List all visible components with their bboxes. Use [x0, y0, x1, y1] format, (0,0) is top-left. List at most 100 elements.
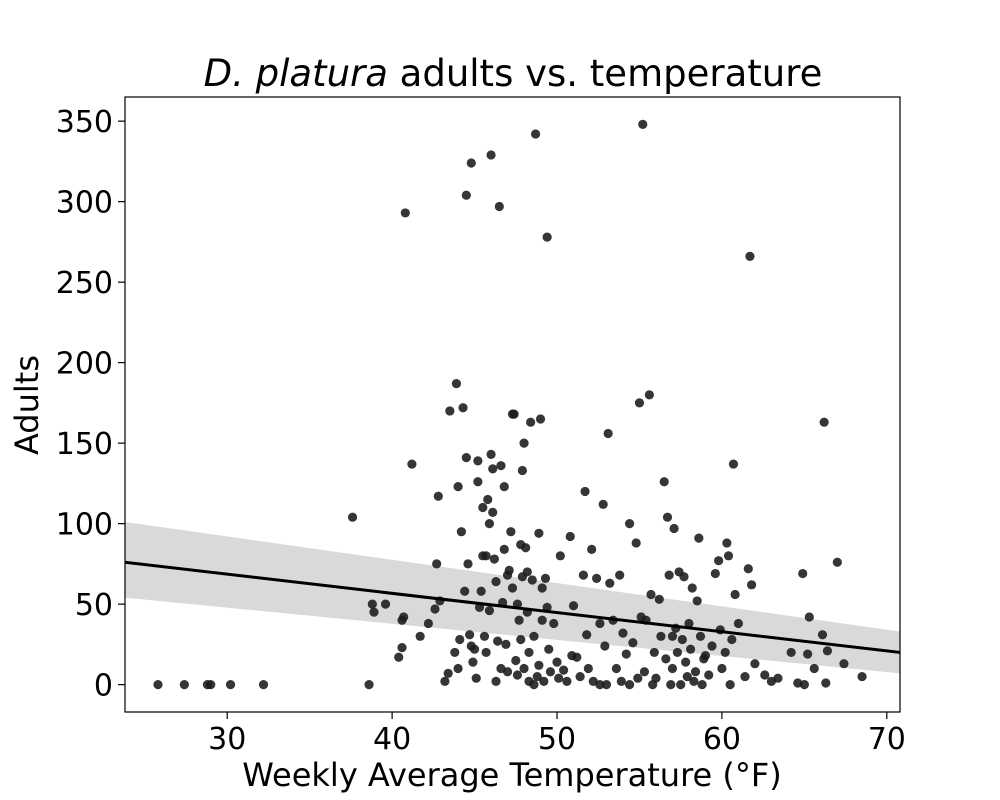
- data-point: [153, 680, 163, 690]
- data-point: [786, 647, 796, 658]
- data-point: [499, 544, 509, 554]
- data-point: [603, 428, 613, 439]
- data-point: [511, 655, 521, 666]
- data-point: [728, 459, 739, 469]
- data-point: [605, 578, 615, 588]
- data-point: [667, 663, 678, 674]
- data-point: [400, 208, 410, 218]
- y-tick-label: 250: [56, 266, 113, 301]
- data-point: [624, 519, 635, 529]
- data-point: [529, 680, 539, 690]
- data-point: [600, 641, 610, 651]
- data-point: [684, 618, 694, 629]
- data-point: [727, 634, 737, 645]
- data-point: [494, 201, 504, 212]
- data-point: [524, 647, 534, 658]
- data-point: [723, 551, 734, 561]
- data-point: [519, 438, 529, 448]
- data-point: [517, 465, 527, 476]
- data-point: [549, 618, 559, 629]
- data-point: [638, 119, 648, 129]
- x-tick-label: 50: [538, 722, 576, 757]
- data-point: [445, 406, 455, 416]
- data-point: [364, 680, 374, 690]
- data-point: [433, 491, 443, 501]
- data-point: [206, 680, 216, 690]
- data-point: [367, 599, 377, 609]
- plot-frame: [124, 96, 901, 713]
- data-point: [539, 676, 549, 687]
- data-point: [595, 618, 605, 629]
- data-point: [534, 660, 544, 670]
- data-point: [458, 403, 468, 413]
- data-point: [514, 615, 524, 625]
- y-tick-label: 350: [56, 105, 113, 140]
- data-point: [430, 604, 440, 614]
- data-point: [809, 663, 819, 674]
- data-point: [743, 564, 753, 574]
- data-point: [568, 601, 579, 611]
- data-point: [460, 586, 470, 596]
- data-point: [689, 676, 699, 687]
- data-point: [700, 651, 711, 661]
- chart-title-italic: D. platura: [204, 52, 388, 95]
- data-point: [479, 631, 490, 641]
- data-point: [516, 634, 526, 645]
- data-point: [730, 589, 740, 600]
- data-point: [481, 551, 491, 561]
- data-point: [644, 390, 654, 400]
- data-point: [453, 663, 463, 674]
- data-point: [507, 583, 518, 593]
- data-point: [555, 551, 565, 561]
- data-point: [519, 663, 529, 674]
- y-tick-label: 200: [56, 347, 113, 382]
- data-point: [717, 663, 727, 674]
- data-point: [633, 673, 643, 683]
- data-point: [587, 544, 597, 554]
- data-point: [530, 129, 541, 139]
- data-point: [661, 654, 671, 664]
- data-point: [697, 680, 707, 690]
- data-point: [631, 538, 641, 548]
- data-point: [682, 671, 692, 682]
- data-point: [565, 531, 575, 542]
- data-point: [440, 676, 450, 687]
- data-point: [451, 378, 462, 389]
- data-point: [634, 398, 645, 408]
- y-axis-label: Adults: [8, 355, 46, 455]
- regression-line-layer: [124, 560, 901, 654]
- y-tick-label: 0: [94, 669, 113, 704]
- data-point: [489, 554, 499, 564]
- data-point: [687, 583, 697, 593]
- data-point: [456, 527, 466, 537]
- data-point: [461, 453, 471, 463]
- data-point: [562, 676, 572, 687]
- data-point: [522, 567, 532, 577]
- data-point: [491, 676, 501, 687]
- x-tick-label: 30: [208, 722, 246, 757]
- data-point: [857, 671, 867, 682]
- data-point: [399, 612, 409, 622]
- data-point: [676, 680, 686, 690]
- data-point: [618, 628, 628, 638]
- data-point: [601, 680, 612, 690]
- data-point: [545, 667, 556, 677]
- chart-title-rest: adults vs. temperature: [388, 52, 822, 95]
- data-point: [469, 644, 480, 654]
- data-point: [465, 630, 475, 640]
- data-point: [380, 599, 391, 609]
- data-point: [463, 559, 473, 569]
- data-point: [537, 615, 547, 625]
- data-point: [461, 190, 471, 200]
- data-point: [803, 649, 813, 659]
- data-point: [455, 634, 465, 645]
- data-point: [611, 663, 621, 674]
- data-point: [714, 556, 724, 566]
- data-point: [624, 680, 635, 690]
- data-point: [394, 652, 404, 662]
- regression-line: [124, 560, 901, 654]
- data-point: [839, 659, 849, 669]
- data-point: [575, 671, 585, 682]
- data-point: [537, 583, 547, 593]
- data-point: [521, 543, 531, 553]
